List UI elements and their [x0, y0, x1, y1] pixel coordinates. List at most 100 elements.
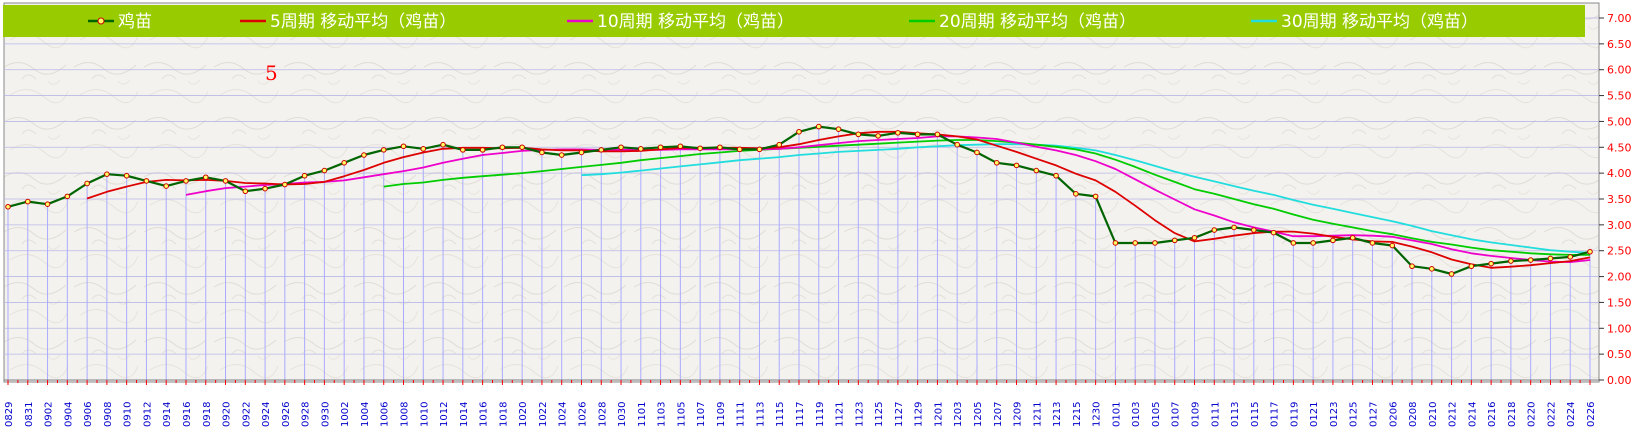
x-tick-label: 1016 [479, 402, 490, 427]
x-tick-label: 1014 [459, 402, 470, 427]
x-tick-label: 0224 [1566, 402, 1577, 427]
x-tick-label: 0920 [222, 402, 233, 427]
data-point [1033, 167, 1040, 174]
data-point [1389, 242, 1396, 249]
y-tick-label: 1.50 [1607, 296, 1632, 309]
series-line-1 [86, 130, 1591, 269]
data-point [1488, 260, 1494, 267]
x-tick-label: 1004 [360, 402, 371, 427]
data-point [242, 188, 249, 195]
data-point [222, 178, 229, 184]
x-tick-label: 1022 [538, 402, 549, 427]
data-point [301, 172, 308, 179]
y-tick-label: 0.50 [1607, 348, 1632, 361]
x-tick-label: 0107 [1171, 402, 1182, 427]
x-tick-label: 1020 [518, 402, 529, 427]
data-point [815, 123, 822, 130]
data-point [519, 144, 525, 151]
data-point [895, 130, 901, 136]
data-point [717, 144, 723, 151]
x-tick-label: 1010 [419, 402, 430, 427]
x-tick-label: 0206 [1388, 402, 1399, 427]
data-point [143, 178, 150, 184]
legend-background [3, 5, 1585, 37]
legend-label-4: 30周期 移动平均（鸡苗） [1281, 12, 1478, 32]
data-point [1251, 227, 1257, 233]
legend-label-1: 5周期 移动平均（鸡苗） [270, 12, 456, 32]
x-tick-label: 0125 [1349, 402, 1360, 427]
data-point [578, 149, 585, 156]
data-point [440, 141, 446, 148]
x-tick-label: 0928 [301, 402, 312, 427]
legend: 鸡苗 5周期 移动平均（鸡苗） 10周期 移动平均（鸡苗） 20周期 移动平均（鸡苗）… [88, 12, 1478, 32]
data-point [618, 144, 624, 151]
data-point [1429, 266, 1435, 272]
data-point [914, 131, 921, 138]
data-point [736, 146, 743, 153]
data-point [756, 146, 763, 153]
x-tick-label: 1113 [755, 402, 766, 427]
y-tick-label: 5.50 [1607, 90, 1632, 103]
data-point [1349, 234, 1356, 241]
data-point [5, 203, 11, 210]
x-tick-label: 1101 [637, 402, 648, 427]
y-tick-label: 3.50 [1607, 193, 1632, 206]
x-tick-label: 1123 [854, 402, 865, 427]
x-tick-label: 1119 [815, 402, 826, 427]
x-tick-label: 1213 [1052, 402, 1063, 427]
x-tick-label: 0216 [1487, 402, 1498, 427]
data-point [776, 141, 783, 148]
x-tick-label: 0918 [202, 402, 213, 427]
x-tick-label: 1012 [439, 402, 450, 427]
x-tick-label: 1230 [1092, 402, 1103, 427]
x-tick-label: 1105 [676, 402, 687, 427]
data-point [84, 180, 90, 187]
data-point [638, 146, 644, 152]
data-point [855, 131, 862, 138]
x-tick-label: 1203 [953, 402, 964, 427]
data-point [1567, 254, 1574, 260]
data-point [796, 128, 802, 135]
x-tick-label: 0113 [1230, 402, 1241, 427]
x-tick-label: 0109 [1191, 402, 1202, 427]
x-tick-label: 0906 [83, 402, 94, 427]
data-point [993, 160, 1000, 166]
data-point [1547, 255, 1554, 262]
x-tick-label: 0924 [261, 402, 272, 427]
data-point [1053, 172, 1059, 179]
data-point [1211, 227, 1218, 233]
x-tick-label: 1018 [498, 402, 509, 427]
series-line-4 [581, 143, 1591, 254]
x-tick-label: 0910 [123, 402, 134, 427]
data-point [44, 201, 51, 207]
data-point [499, 144, 506, 151]
x-tick-label: 0930 [320, 402, 331, 427]
y-tick-label: 6.50 [1607, 38, 1632, 51]
data-point [123, 172, 130, 179]
x-tick-label: 1115 [775, 402, 786, 427]
data-point [321, 167, 328, 174]
x-tick-label: 1024 [558, 402, 569, 427]
data-point [1112, 240, 1119, 246]
chart-annotation: 5 [265, 61, 278, 85]
x-tick-label: 1028 [597, 402, 608, 427]
series-line-3 [383, 139, 1590, 256]
x-tick-label: 0914 [162, 402, 173, 427]
x-tick-label: 1111 [736, 402, 747, 427]
data-point [24, 198, 31, 205]
x-tick-label: 0105 [1151, 402, 1162, 427]
x-tick-label: 0212 [1448, 402, 1459, 427]
data-point [460, 147, 466, 153]
x-tick-label: 0908 [103, 402, 114, 427]
y-tick-label: 3.00 [1607, 219, 1632, 232]
x-tick-label: 0218 [1507, 402, 1518, 427]
data-point [1468, 263, 1475, 270]
x-tick-label: 1117 [795, 402, 806, 427]
series-line-2 [185, 135, 1591, 264]
x-tick-label: 1107 [696, 402, 707, 427]
x-tick-label: 1008 [400, 402, 411, 427]
x-tick-label: 0922 [241, 402, 252, 427]
data-point [1171, 237, 1178, 244]
bars-layer [7, 126, 1591, 380]
